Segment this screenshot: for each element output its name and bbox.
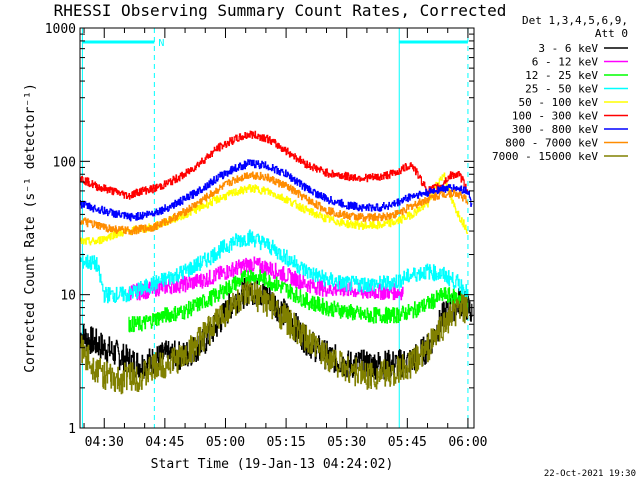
series-line — [80, 229, 469, 304]
series-line — [80, 171, 469, 236]
legend-entry-label: 300 - 800 keV — [512, 123, 598, 136]
legend-entry-label: 100 - 300 keV — [512, 110, 598, 123]
footer-date: 22-Oct-2021 19:30 — [544, 469, 636, 479]
plot-frame — [79, 27, 475, 429]
x-tick-label: 06:00 — [448, 435, 487, 450]
legend-entry-label: 25 - 50 keV — [525, 83, 598, 96]
y-tick-label: 100 — [53, 155, 76, 170]
legend-header: Att 0 — [595, 27, 628, 40]
x-tick-label: 04:45 — [145, 435, 184, 450]
y-axis-label: Corrected Count Rate (s⁻¹ detector⁻¹) — [23, 83, 38, 373]
legend-entry-label: 3 - 6 keV — [538, 42, 598, 55]
x-tick-label: 05:15 — [267, 435, 306, 450]
axes: 1 10 100 1000 04:30 04:45 05:00 05:15 05:30 05:45… — [45, 22, 488, 450]
legend-entry-label: 800 - 7000 keV — [505, 137, 598, 150]
legend-entry-label: 50 - 100 keV — [519, 96, 599, 109]
series-line — [80, 159, 473, 222]
legend-entry-label: 7000 - 15000 keV — [492, 150, 598, 163]
x-tick-label: 05:00 — [206, 435, 245, 450]
x-tick-label: 05:45 — [388, 435, 427, 450]
series-line — [128, 269, 469, 333]
legend-header: Det 1,3,4,5,6,9, — [522, 14, 628, 27]
night-marker-label: N — [158, 38, 164, 49]
y-tick-label: 1 — [68, 422, 76, 437]
y-tick-label: 1000 — [45, 22, 76, 37]
series-line — [80, 281, 469, 395]
x-axis-label: Start Time (19-Jan-13 04:24:02) — [151, 457, 394, 472]
x-tick-label: 04:30 — [85, 435, 124, 450]
plot-area: N — [80, 28, 473, 428]
legend-entry-label: 12 - 25 keV — [525, 69, 598, 82]
x-tick-label: 05:30 — [327, 435, 366, 450]
y-tick-label: 10 — [60, 289, 76, 304]
series-line — [80, 130, 469, 200]
legend-entry-label: 6 - 12 keV — [532, 56, 599, 69]
chart-title: RHESSI Observing Summary Count Rates, Co… — [54, 1, 507, 20]
